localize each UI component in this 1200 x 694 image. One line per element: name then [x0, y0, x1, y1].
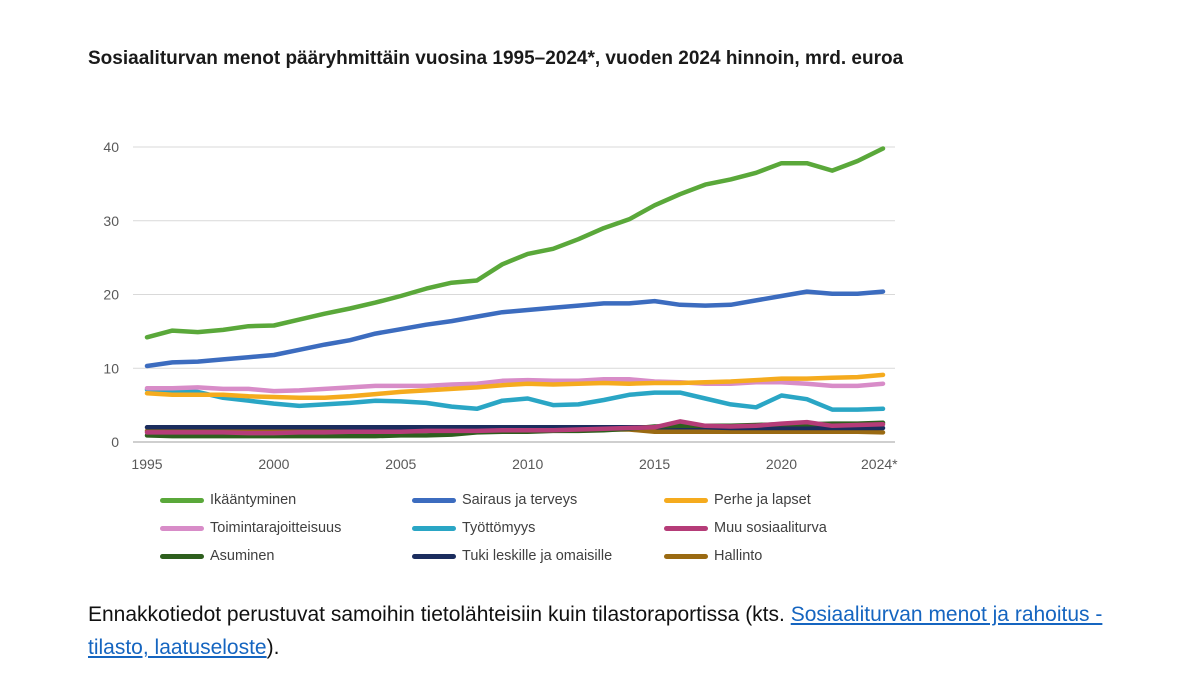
x-tick-label: 2015	[639, 456, 670, 472]
chart-gridlines	[133, 146, 895, 443]
chart-legend: Ikääntyminen Sairaus ja terveys Perhe ja l…	[160, 489, 920, 567]
series-line-perhe-ja-lapset	[144, 372, 886, 401]
legend-label: Perhe ja lapset	[714, 492, 811, 508]
legend-swatch	[412, 497, 456, 503]
legend-item: Perhe ja lapset	[664, 489, 916, 511]
x-tick-label: 2005	[385, 456, 416, 472]
legend-item: Sairaus ja terveys	[412, 489, 664, 511]
legend-label: Tuki leskille ja omaisille	[462, 548, 613, 564]
legend-swatch	[412, 525, 456, 531]
footnote-text-end: ).	[266, 636, 280, 659]
x-tick-label: 1995	[131, 456, 162, 472]
legend-swatch	[160, 497, 204, 503]
footnote: Ennakkotiedot perustuvat samoihin tietol…	[88, 598, 1128, 664]
legend-item: Hallinto	[664, 545, 916, 567]
x-tick-label: 2020	[766, 456, 797, 472]
legend-swatch	[664, 553, 708, 559]
legend-item: Asuminen	[160, 545, 412, 567]
line-chart: 0 10 20 30 40 1995 2000 2005 2010 2015 2020 2024*	[103, 139, 898, 472]
legend-swatch	[412, 553, 456, 559]
footnote-text: Ennakkotiedot perustuvat samoihin tietol…	[88, 603, 791, 626]
x-tick-label: 2000	[258, 456, 289, 472]
legend-label: Toimintarajoitteisuus	[210, 520, 342, 536]
legend-label: Asuminen	[210, 548, 275, 564]
legend-swatch	[664, 525, 708, 531]
legend-label: Hallinto	[714, 548, 763, 564]
legend-label: Sairaus ja terveys	[462, 492, 578, 508]
chart-title: Sosiaaliturvan menot pääryhmittäin vuosi…	[88, 48, 904, 69]
legend-swatch	[160, 553, 204, 559]
x-axis-ticks: 1995 2000 2005 2010 2015 2020 2024*	[131, 456, 898, 472]
legend-item: Muu sosiaaliturva	[664, 517, 916, 539]
series-line-työttömyys	[144, 387, 886, 412]
series-line-muu-sosiaaliturva	[144, 419, 886, 436]
legend-item: Toimintarajoitteisuus	[160, 517, 412, 539]
legend-label: Ikääntyminen	[210, 492, 297, 508]
y-tick-label: 20	[103, 287, 119, 303]
x-tick-label: 2024*	[861, 456, 898, 472]
y-tick-label: 0	[111, 434, 119, 450]
series-line-tuki-leskille-ja-omaisille	[144, 425, 886, 431]
x-tick-label: 2010	[512, 456, 543, 472]
series-line-ikääntyminen	[144, 146, 886, 340]
y-tick-label: 10	[103, 360, 119, 376]
legend-label: Työttömyys	[462, 520, 536, 536]
legend-swatch	[160, 525, 204, 531]
legend-item: Ikääntyminen	[160, 489, 412, 511]
legend-item: Tuki leskille ja omaisille	[412, 545, 664, 567]
y-tick-label: 30	[103, 213, 119, 229]
legend-swatch	[664, 497, 708, 503]
legend-label: Muu sosiaaliturva	[714, 520, 827, 536]
series-line-sairaus-ja-terveys	[144, 289, 886, 369]
y-axis-ticks: 0 10 20 30 40	[103, 139, 119, 450]
series-line-toimintarajoitteisuus	[144, 377, 886, 394]
chart-series-lines	[144, 146, 886, 439]
y-tick-label: 40	[103, 139, 119, 155]
quality-report-link[interactable]: Sosiaaliturvan menot ja rahoitus -tilast…	[88, 603, 1103, 659]
legend-item: Työttömyys	[412, 517, 664, 539]
